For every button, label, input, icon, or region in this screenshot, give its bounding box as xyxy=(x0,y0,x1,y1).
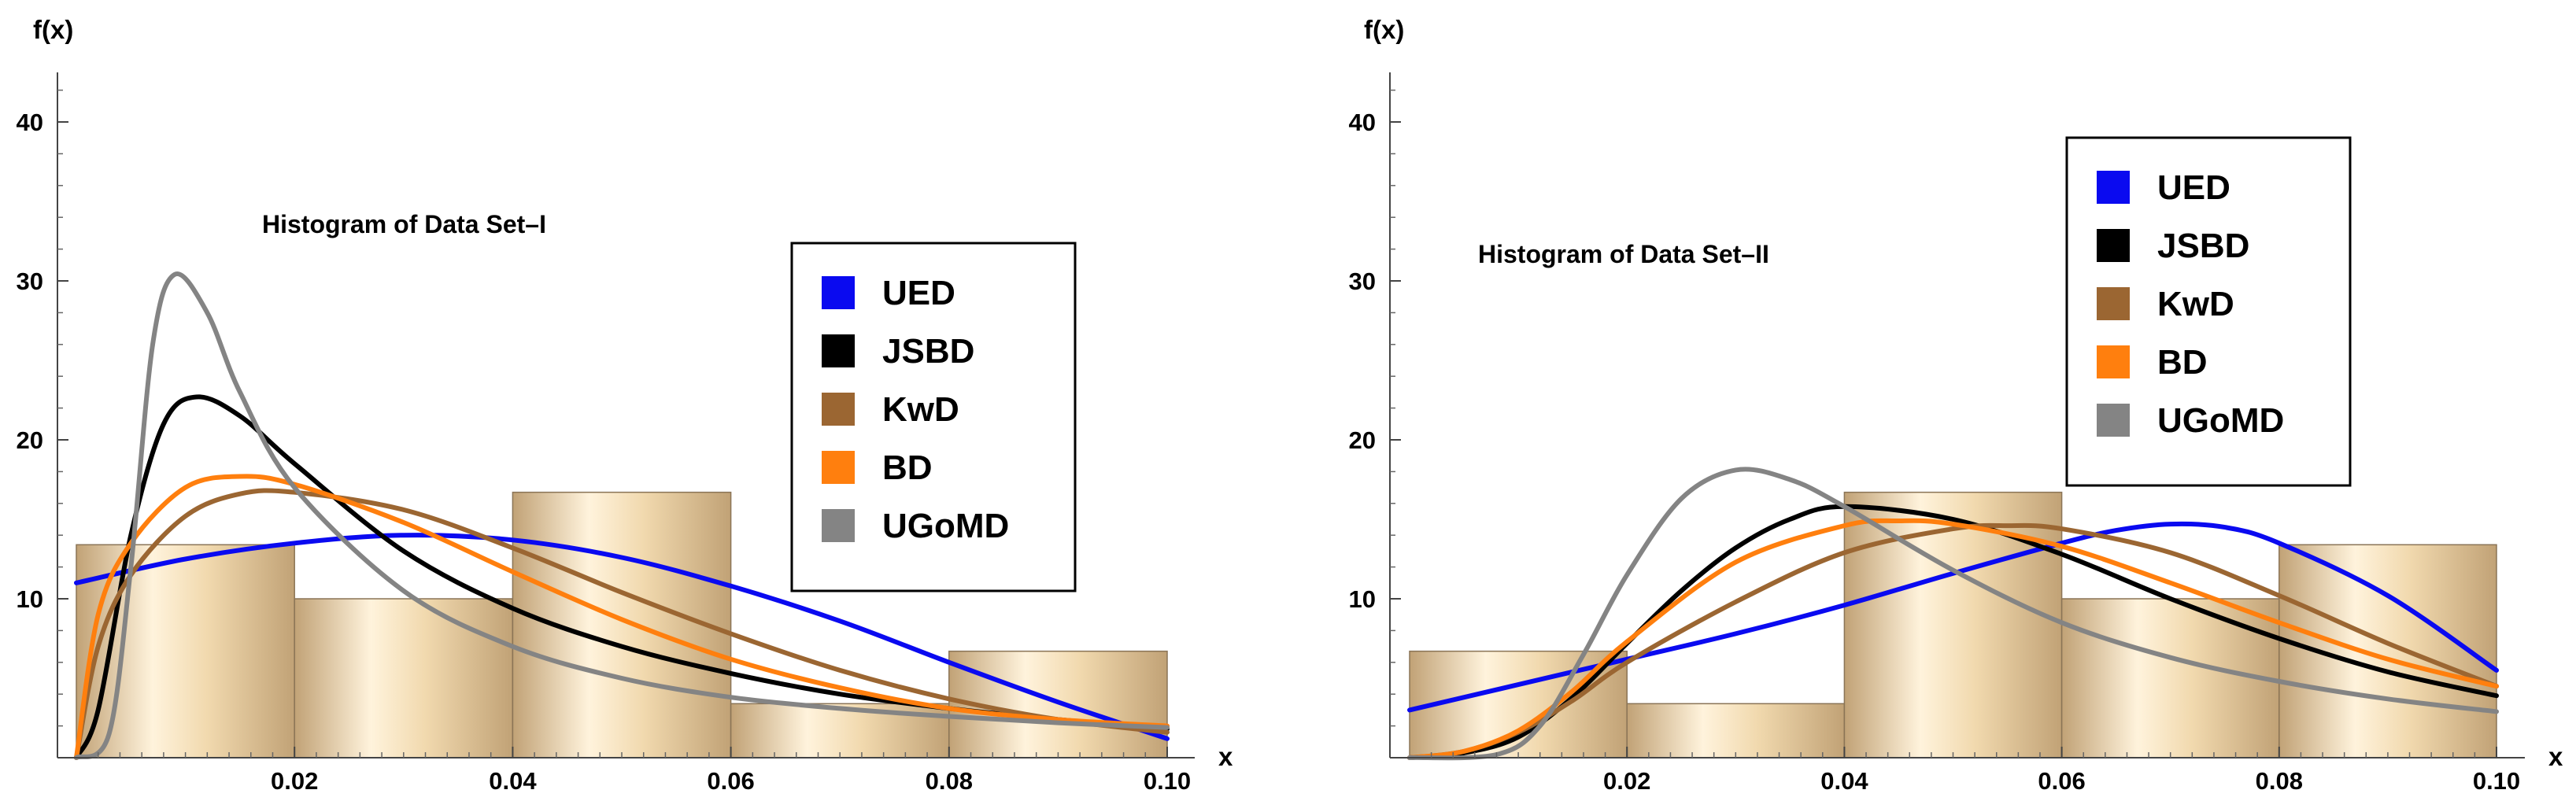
legend-label-kwd: KwD xyxy=(882,390,959,429)
y-tick-label: 40 xyxy=(1349,109,1376,136)
y-tick-label: 30 xyxy=(1349,268,1376,295)
chart-title: Histogram of Data Set–II xyxy=(1478,240,1769,268)
x-tick-label: 0.06 xyxy=(2038,767,2085,795)
chart-title: Histogram of Data Set–I xyxy=(262,210,546,238)
axes: 0.02 0.04 0.06 0.08 0.10 10 20 30 40 x f(x) xyxy=(1349,15,2563,795)
axes: 0.02 0.04 0.06 0.08 0.10 10 20 30 40 x f(x) xyxy=(17,15,1233,795)
curve-bd xyxy=(74,474,1170,760)
legend-label-bd: BD xyxy=(882,448,933,487)
legend-swatch-bd xyxy=(822,451,855,484)
legend-label-jsbd: JSBD xyxy=(2157,227,2249,265)
legend-swatch-ugomd xyxy=(2097,404,2130,437)
legend: UED JSBD KwD BD UGoMD xyxy=(790,242,1077,592)
legend-swatch-jsbd xyxy=(822,334,855,367)
histogram-bar-2 xyxy=(294,598,514,758)
histogram-bars xyxy=(1409,491,2497,758)
y-axis-label: f(x) xyxy=(33,15,73,44)
legend-label-ued: UED xyxy=(882,274,955,312)
legend-label-ugomd: UGoMD xyxy=(2157,401,2284,440)
density-curves xyxy=(74,271,1170,760)
legend-swatch-bd xyxy=(2097,345,2130,378)
legend-swatch-ued xyxy=(822,276,855,309)
legend-label-ued: UED xyxy=(2157,168,2230,207)
histogram-bars xyxy=(76,491,1168,758)
x-axis-label: x xyxy=(1218,742,1233,771)
x-tick-label: 0.10 xyxy=(1144,767,1191,795)
histogram-bar-4 xyxy=(2060,598,2280,758)
x-tick-label: 0.02 xyxy=(1603,767,1650,795)
legend: UED JSBD KwD BD UGoMD xyxy=(2065,136,2352,487)
y-tick-label: 20 xyxy=(17,426,43,454)
x-tick-label: 0.10 xyxy=(2473,767,2520,795)
legend-swatch-ugomd xyxy=(822,509,855,542)
legend-swatch-jsbd xyxy=(2097,229,2130,262)
x-axis-label: x xyxy=(2548,742,2563,771)
y-tick-label: 30 xyxy=(17,268,43,295)
legend-label-jsbd: JSBD xyxy=(882,332,974,371)
x-tick-label: 0.04 xyxy=(489,767,537,795)
curve-ued xyxy=(1407,521,2499,713)
histogram-bar-4 xyxy=(730,703,950,758)
legend-label-ugomd: UGoMD xyxy=(882,507,1009,545)
y-tick-label: 40 xyxy=(17,109,43,136)
y-tick-label: 20 xyxy=(1349,426,1376,454)
curve-ugomd xyxy=(74,271,1170,760)
x-tick-label: 0.04 xyxy=(1820,767,1868,795)
curve-ued xyxy=(74,533,1170,741)
y-tick-label: 10 xyxy=(17,585,43,613)
density-curves xyxy=(1407,467,2499,761)
x-tick-label: 0.02 xyxy=(271,767,318,795)
y-axis-label: f(x) xyxy=(1364,15,1404,44)
x-tick-label: 0.08 xyxy=(2256,767,2303,795)
legend-label-bd: BD xyxy=(2157,343,2208,382)
legend-swatch-kwd xyxy=(822,393,855,426)
curve-kwd xyxy=(74,488,1170,760)
x-tick-label: 0.06 xyxy=(707,767,754,795)
legend-label-kwd: KwD xyxy=(2157,285,2234,323)
chart-panel-1: 0.02 0.04 0.06 0.08 0.10 10 20 30 40 x f(x) Histogr… xyxy=(17,15,1233,795)
x-tick-label: 0.08 xyxy=(926,767,973,795)
curve-ugomd xyxy=(1407,467,2499,761)
legend-swatch-kwd xyxy=(2097,287,2130,320)
y-tick-label: 10 xyxy=(1349,585,1376,613)
histogram-bar-2 xyxy=(1626,703,1846,758)
histogram-bar-3 xyxy=(512,491,732,758)
chart-panel-2: 0.02 0.04 0.06 0.08 0.10 10 20 30 40 x f(x) Histogr… xyxy=(1349,15,2563,795)
histogram-bar-3 xyxy=(1843,491,2063,758)
legend-swatch-ued xyxy=(2097,171,2130,204)
